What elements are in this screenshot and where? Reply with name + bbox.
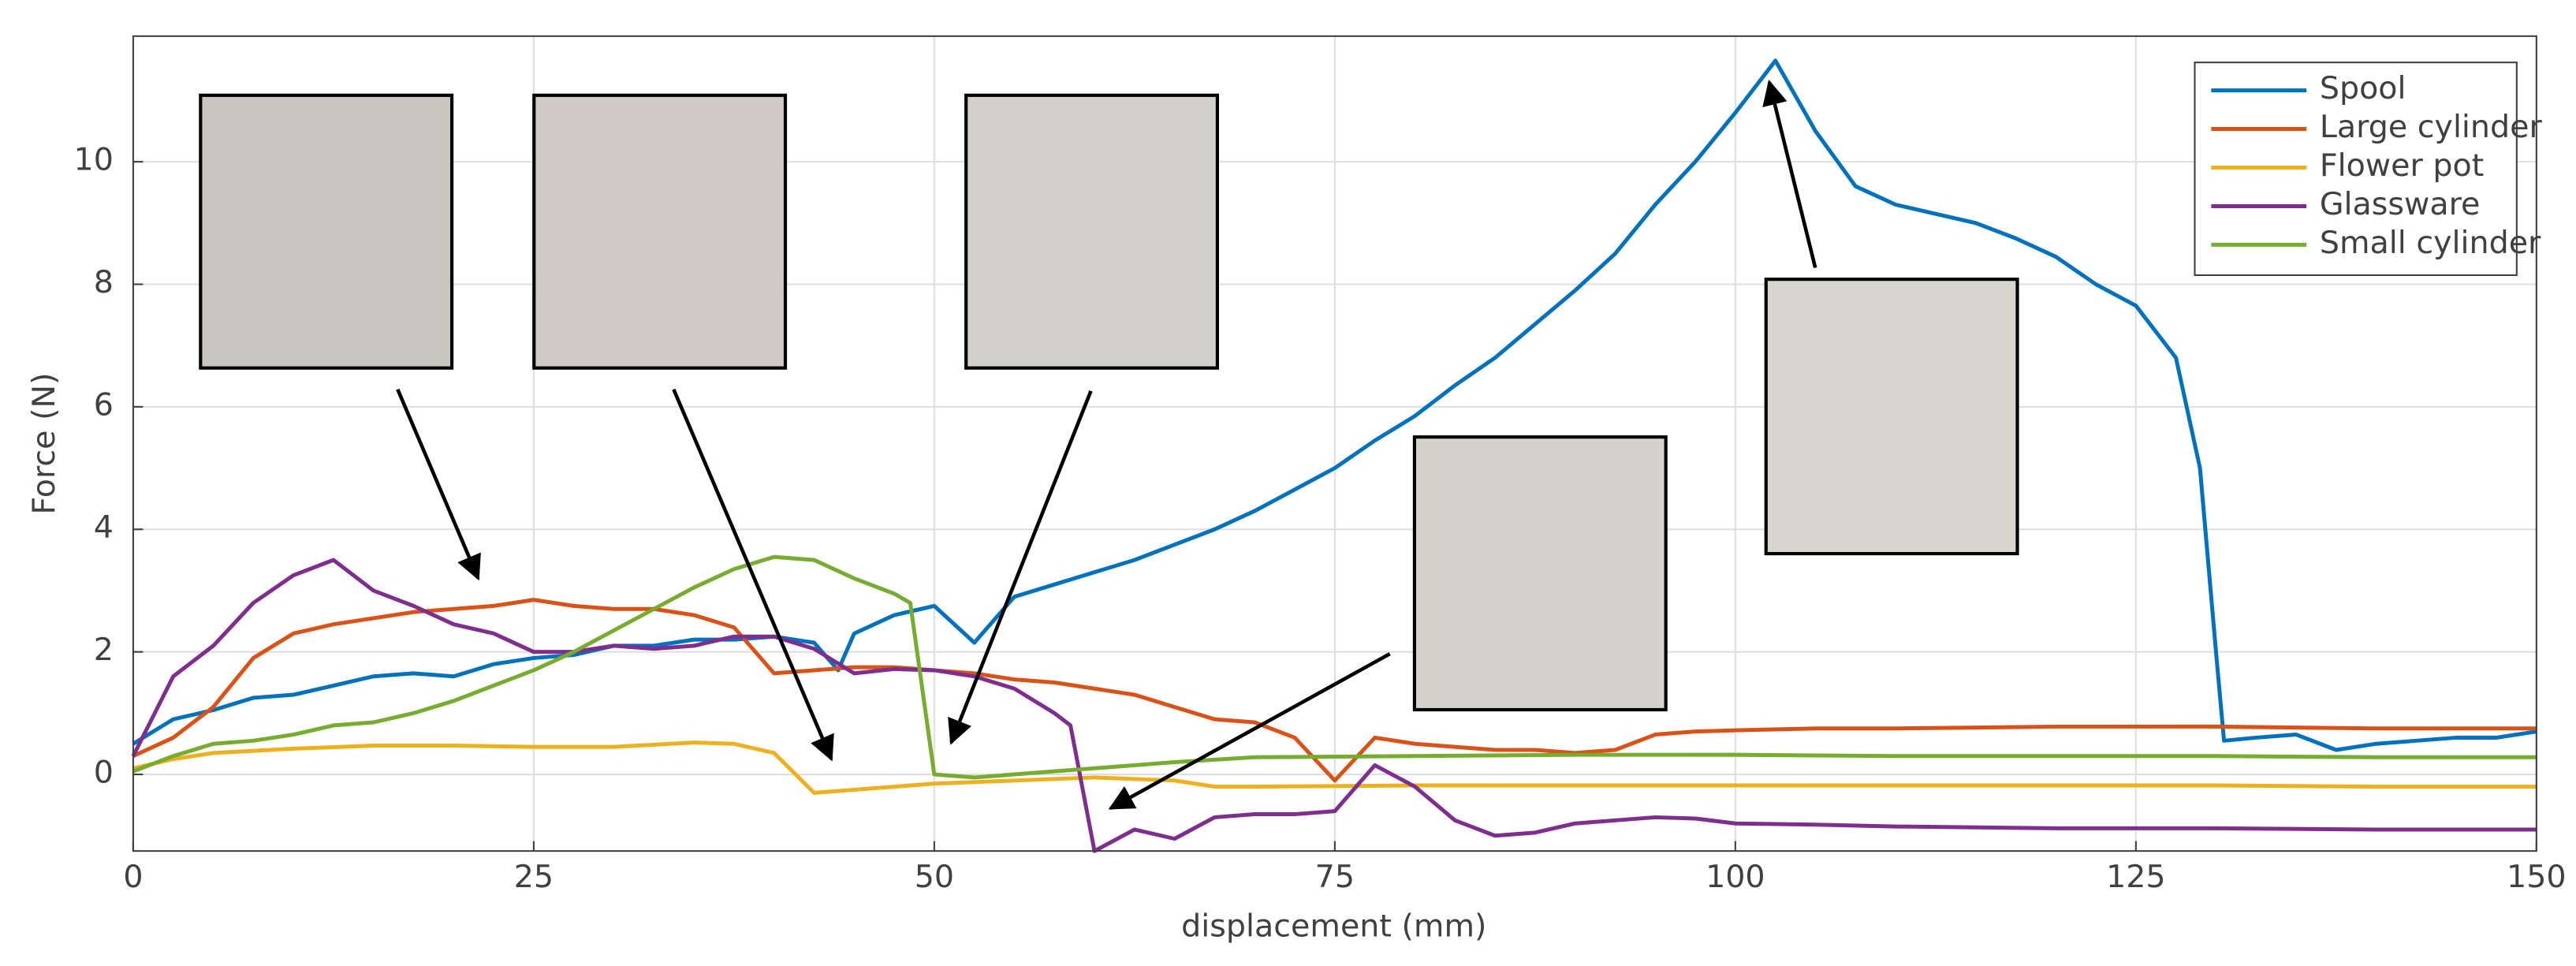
arrow <box>1762 80 1817 269</box>
y-tick-label: 10 <box>74 142 114 178</box>
arrows <box>396 80 1817 811</box>
x-tick-label: 100 <box>1706 859 1765 895</box>
data-line <box>132 58 2537 752</box>
x-tick-label: 50 <box>915 859 954 895</box>
legend-label: Glassware <box>2320 186 2481 222</box>
x-tick-label: 25 <box>514 859 554 895</box>
data-line <box>131 558 2537 853</box>
y-tick-label: 4 <box>94 509 114 546</box>
arrow <box>948 390 1093 745</box>
photo-inset <box>532 93 788 370</box>
data-line <box>132 740 2537 795</box>
y-axis-label: Force (N) <box>26 372 62 514</box>
photo-inset <box>964 93 1219 370</box>
y-tick-label: 8 <box>94 264 114 300</box>
x-tick-label: 0 <box>123 859 143 895</box>
photo-inset <box>1412 435 1668 712</box>
y-tick-label: 2 <box>94 632 114 668</box>
lines <box>131 58 2537 853</box>
arrow <box>396 388 481 581</box>
x-tick-label: 75 <box>1315 859 1355 895</box>
legend-label: Small cylinder <box>2320 225 2541 261</box>
y-tick-label: 6 <box>94 386 114 423</box>
photo-inset <box>199 93 454 370</box>
x-axis-label: displacement (mm) <box>1181 908 1486 945</box>
x-tick-label: 150 <box>2507 859 2567 895</box>
arrow <box>1108 652 1391 811</box>
legend-label: Large cylinder <box>2320 109 2543 145</box>
data-line <box>132 598 2537 783</box>
data-line <box>132 554 2537 780</box>
plot-frame <box>132 35 2537 852</box>
legend-label: Spool <box>2320 70 2406 106</box>
x-tick-label: 125 <box>2106 859 2166 895</box>
photo-insets <box>199 93 2019 712</box>
y-tick-label: 0 <box>94 755 114 791</box>
arrow <box>672 388 834 762</box>
photo-inset <box>1764 278 2019 556</box>
legend-label: Flower pot <box>2320 147 2484 184</box>
